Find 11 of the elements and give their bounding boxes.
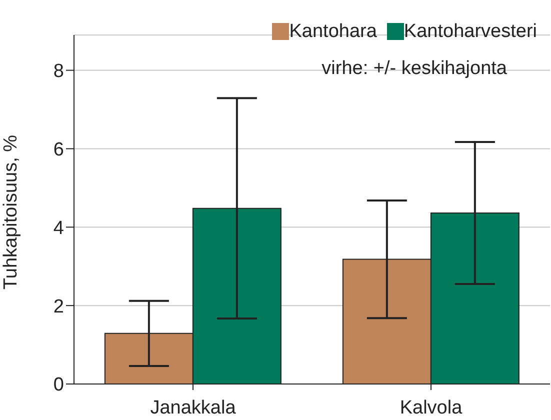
- y-tick-label: 4: [53, 218, 64, 239]
- legend-label: Kantoharvesteri: [404, 21, 537, 42]
- annotation: virhe: +/- keskihajonta: [322, 58, 507, 80]
- x-tick-label: Kalvola: [400, 397, 463, 418]
- x-tick-label: Janakkala: [150, 397, 236, 418]
- y-tick-label: 0: [53, 374, 64, 396]
- legend-label: Kantohara: [289, 21, 377, 42]
- y-tick-label: 8: [53, 61, 64, 82]
- y-axis-title: Tuhkapitoisuus, %: [0, 134, 22, 290]
- y-tick-label: 6: [53, 139, 64, 160]
- y-tick-label: 2: [53, 296, 64, 318]
